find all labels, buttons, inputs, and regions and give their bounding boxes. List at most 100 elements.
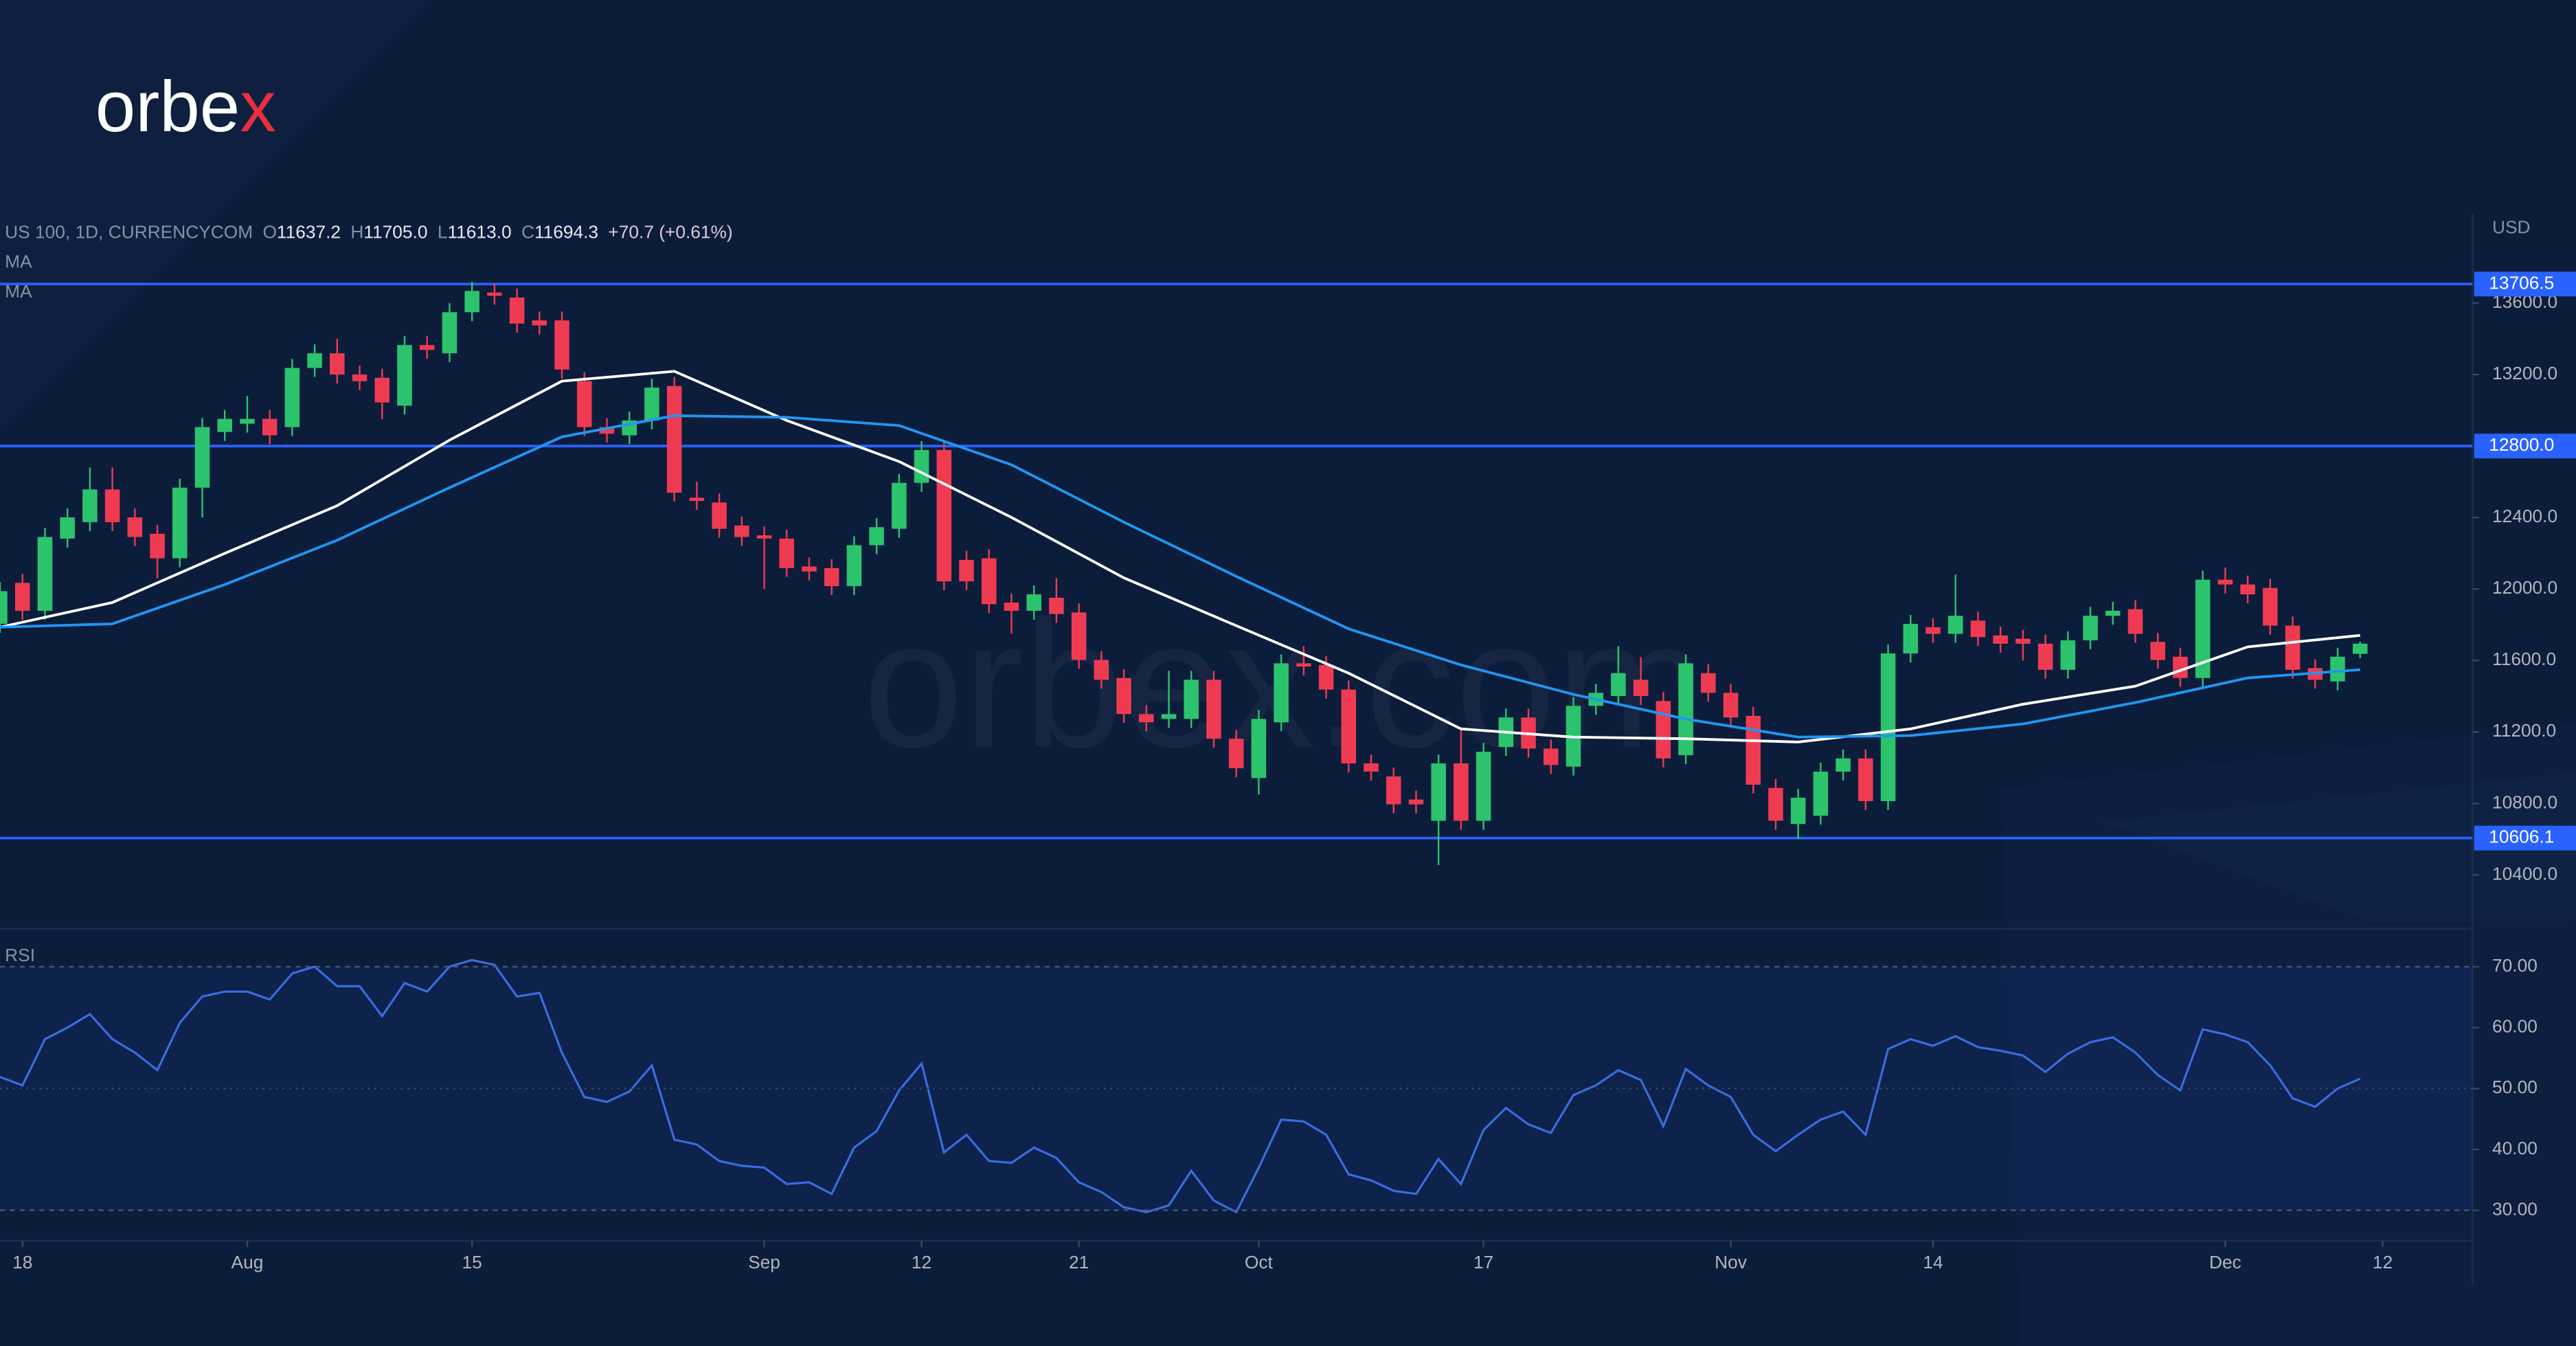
header: US 100, 1D, CURRENCYCOM O11637.2 H11705.0 L… [5, 222, 733, 243]
level-label: 12800.0 [2489, 434, 2554, 455]
candle-body [2037, 643, 2053, 670]
candle-body [37, 537, 53, 611]
candle-body [217, 418, 232, 432]
candle-body [1835, 758, 1851, 772]
candle-body [1701, 673, 1716, 693]
x-tick-label: 18 [12, 1252, 32, 1272]
candle-body [1228, 739, 1244, 769]
logo-accent: x [240, 67, 276, 147]
ohlc-key: C [521, 222, 534, 243]
candle-body [1543, 748, 1559, 765]
candle-body [846, 545, 862, 587]
candle-body [60, 517, 75, 539]
ma-line [0, 370, 2360, 743]
x-tick-label: Nov [1715, 1252, 1748, 1272]
candle-body [734, 525, 749, 537]
y-tick-label: 13200.0 [2492, 363, 2557, 383]
ohlc-value: 11637.2 [277, 222, 341, 243]
candle-body [1139, 714, 1154, 723]
candle-body [1656, 701, 1671, 759]
candle-body [1790, 798, 1806, 825]
candle-body [576, 381, 592, 427]
candle-body [1071, 612, 1087, 660]
symbol: US 100, 1D, CURRENCYCOM [5, 222, 253, 243]
candle-body [892, 482, 907, 529]
candle-body [1408, 799, 1424, 805]
candle-body [2217, 579, 2233, 585]
candle-body [352, 374, 368, 381]
rsi-tick-label: 70.00 [2492, 955, 2538, 976]
rsi-line [0, 958, 2361, 1214]
x-tick-label: Dec [2209, 1252, 2241, 1272]
candle-body [1094, 660, 1109, 680]
candle-body [2263, 587, 2278, 626]
candle-body [756, 535, 772, 539]
candle-body [959, 559, 974, 582]
ohlc-key: L [438, 222, 448, 243]
x-tick-label: Sep [748, 1252, 780, 1272]
x-tick-label: 17 [1473, 1252, 1493, 1272]
x-tick-label: Aug [231, 1252, 264, 1272]
candle-body [824, 568, 839, 587]
candle-body [397, 345, 412, 406]
y-tick-label: 10800.0 [2492, 792, 2557, 812]
level-label: 10606.1 [2489, 827, 2554, 847]
y-tick-label: 10400.0 [2492, 863, 2557, 884]
logo-text: orbe [95, 67, 240, 147]
candle-body [2083, 616, 2098, 640]
x-tick-label: 21 [1069, 1252, 1089, 1272]
candle-body [150, 533, 165, 559]
rsi-tick-label: 50.00 [2492, 1077, 2538, 1097]
candle-body [1386, 776, 1401, 805]
bg-shape [0, 0, 427, 427]
y-tick-label: 12000.0 [2492, 577, 2557, 598]
candle-body [14, 583, 30, 611]
x-tick-label: Oct [1245, 1252, 1274, 1272]
candle-body [1476, 752, 1491, 821]
candle-body [1970, 620, 1986, 638]
candle-body [1723, 693, 1739, 718]
level-tag [2474, 271, 2576, 297]
rsi-label: RSI [5, 945, 35, 965]
candle-body [307, 353, 322, 368]
candle-body [1947, 616, 1963, 634]
candle-body [2352, 643, 2368, 654]
candle-body [1903, 623, 1919, 654]
candle-body [666, 385, 682, 493]
plot-area [0, 282, 2473, 1214]
rsi-tick-label: 40.00 [2492, 1138, 2538, 1158]
candle-body [1004, 602, 1019, 611]
candle-body [1633, 680, 1649, 697]
ohlc-value: 11705.0 [363, 222, 427, 243]
candle-body [1318, 664, 1334, 690]
candle-body [1296, 663, 1311, 667]
ohlc-key: O [262, 222, 276, 243]
candle-body [802, 566, 817, 572]
candle-body [981, 558, 997, 605]
candle-body [1611, 673, 1626, 697]
candle-body [2105, 610, 2121, 616]
candle-body [127, 517, 143, 537]
candle-body [442, 312, 457, 354]
candle-body [2285, 625, 2301, 670]
candle-body [1274, 663, 1289, 723]
candle-body [2060, 640, 2076, 670]
axis-unit: USD [2492, 217, 2531, 238]
ma-line [0, 414, 2360, 739]
change: +70.7 (+0.61%) [608, 222, 732, 243]
candle-body [1049, 597, 1064, 614]
level-label: 13706.5 [2489, 272, 2554, 293]
candle-body [689, 497, 705, 502]
x-tick-label: 12 [912, 1252, 931, 1272]
candle-body [2127, 609, 2143, 634]
candle-body [2240, 584, 2255, 595]
candle-body [194, 427, 210, 488]
candle-body [1251, 719, 1267, 778]
candle-body [869, 527, 884, 546]
candle-body [1813, 772, 1829, 816]
candle-body [2015, 638, 2031, 644]
candle-body [1116, 677, 1131, 715]
candle-body [284, 368, 300, 427]
y-tick-label: 12400.0 [2492, 506, 2557, 526]
